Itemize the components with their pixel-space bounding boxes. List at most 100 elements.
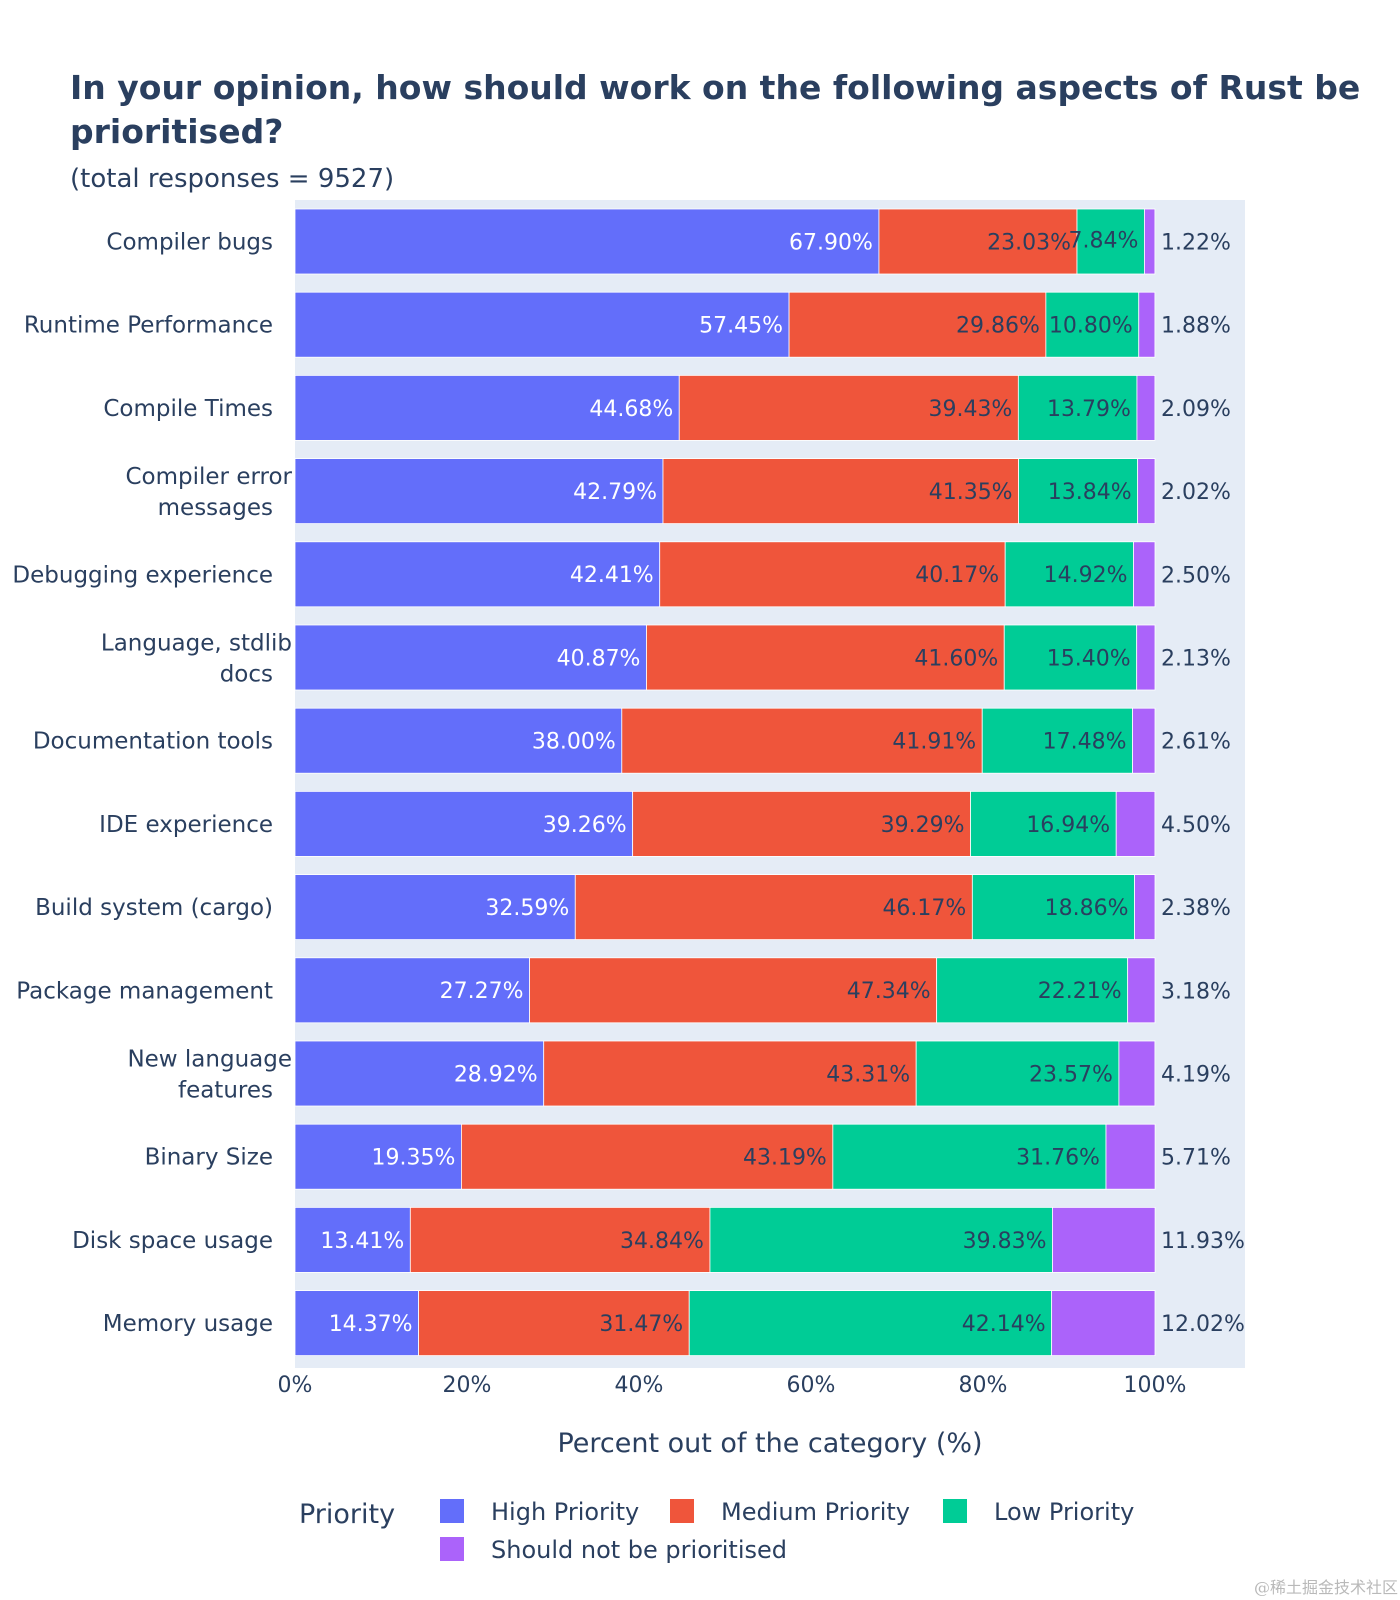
bar-segment: [294, 707, 623, 774]
bar-segment: [418, 1290, 690, 1356]
bar-value-label: 12.02%: [1161, 1312, 1245, 1337]
bar-segment: [1105, 1123, 1156, 1190]
bar-value-label: 2.61%: [1161, 730, 1231, 755]
category-label: Build system (cargo): [35, 895, 273, 921]
bar-segment: [970, 791, 1117, 857]
bar-value-label: 2.38%: [1161, 896, 1231, 921]
bar-segment: [1144, 208, 1156, 275]
bar-value-label: 23.57%: [1029, 1062, 1113, 1087]
bar-value-label: 38.00%: [532, 730, 616, 755]
bar-value-label: 31.47%: [599, 1312, 683, 1337]
legend-swatch: [670, 1499, 694, 1523]
category-label: Documentation tools: [33, 729, 273, 755]
bar-segment: [1118, 1040, 1156, 1107]
category-label: Compiler error messages: [125, 464, 292, 521]
category-label: Memory usage: [103, 1311, 273, 1337]
bar-value-label: 42.79%: [573, 480, 657, 505]
bar-segment: [1137, 458, 1156, 525]
bar-segment: [832, 1123, 1107, 1190]
bar-segment: [294, 624, 647, 691]
bar-segment: [409, 1207, 711, 1273]
bar-value-label: 42.14%: [962, 1312, 1046, 1337]
bar-value-label: 3.18%: [1161, 979, 1231, 1004]
bar-value-label: 46.17%: [882, 896, 966, 921]
bar-value-label: 15.40%: [1047, 646, 1131, 671]
bar-segment: [294, 1290, 419, 1356]
x-tick-label: 100%: [1124, 1373, 1187, 1398]
bar-value-label: 47.34%: [847, 979, 931, 1004]
bar-value-label: 14.37%: [329, 1312, 413, 1337]
bar-segment: [1138, 291, 1156, 358]
x-ticks-group: 0% 20% 40% 60% 80% 100%: [278, 1373, 1187, 1398]
bar-segment: [1115, 791, 1156, 857]
bar-segment: [543, 1040, 917, 1107]
legend-label: Low Priority: [994, 1498, 1134, 1526]
bar-value-label: 13.84%: [1048, 480, 1132, 505]
bar-value-label: 22.21%: [1038, 979, 1122, 1004]
bar-segment: [294, 874, 576, 940]
bar-value-label: 13.79%: [1047, 397, 1131, 422]
bar-segment: [294, 291, 790, 358]
category-label: New language features: [127, 1047, 292, 1104]
bar-value-label: 16.94%: [1026, 813, 1110, 838]
bar-segment: [294, 791, 634, 857]
bar-value-label: 13.41%: [320, 1229, 404, 1254]
bar-segment: [1136, 374, 1156, 441]
legend-swatch: [440, 1499, 464, 1523]
category-label: Disk space usage: [72, 1228, 273, 1254]
bar-value-label: 42.41%: [570, 563, 654, 588]
bar-segment: [788, 291, 1047, 358]
legend-swatch: [440, 1537, 464, 1561]
bar-segment: [971, 874, 1135, 940]
bar-value-label: 40.87%: [557, 646, 641, 671]
bar-value-label: 39.29%: [881, 813, 965, 838]
bar-value-label: 23.03%: [987, 230, 1071, 255]
bar-value-label: 2.50%: [1161, 563, 1231, 588]
bar-segment: [1003, 624, 1138, 691]
bar-segment: [688, 1290, 1053, 1356]
bar-value-label: 34.84%: [620, 1229, 704, 1254]
bar-value-label: 4.19%: [1161, 1063, 1231, 1088]
bar-value-label: 14.92%: [1044, 563, 1128, 588]
bar-value-label: 67.90%: [789, 230, 873, 255]
x-axis-label: Percent out of the category (%): [557, 1428, 982, 1459]
legend-swatch: [943, 1499, 967, 1523]
category-labels-group: Compiler bugs Runtime Performance Compile …: [12, 230, 292, 1338]
bar-value-label: 29.86%: [956, 314, 1040, 339]
bar-segment: [915, 1040, 1120, 1107]
bar-value-label: 10.80%: [1049, 314, 1133, 339]
watermark: @稀土掘金技术社区: [1254, 1578, 1398, 1597]
bar-segment: [1133, 541, 1156, 608]
bar-segment: [981, 707, 1133, 774]
bar-value-label: 32.59%: [485, 896, 569, 921]
bar-segment: [294, 541, 661, 608]
bar-value-label: 28.92%: [454, 1062, 538, 1087]
bar-segment: [294, 957, 530, 1024]
bar-segment: [1017, 374, 1138, 441]
bar-segment: [1076, 208, 1145, 275]
legend-label: High Priority: [491, 1498, 639, 1526]
chart-title: In your opinion, how should work on the …: [70, 68, 1360, 151]
bar-value-label: 27.27%: [440, 979, 524, 1004]
bar-segment: [659, 541, 1006, 608]
bar-value-label: 40.17%: [915, 563, 999, 588]
bar-segment: [1134, 874, 1156, 940]
bar-segment: [621, 707, 983, 774]
bar-segment: [1127, 957, 1156, 1024]
bar-value-label: 41.35%: [929, 480, 1013, 505]
bar-value-label: 2.09%: [1161, 397, 1231, 422]
bar-segment: [574, 874, 973, 940]
category-label: Compile Times: [103, 396, 273, 422]
bar-segment: [1136, 624, 1156, 691]
bar-value-label: 43.31%: [826, 1062, 910, 1087]
bar-value-label: 43.19%: [743, 1146, 827, 1171]
x-tick-label: 20%: [443, 1373, 492, 1398]
legend-label: Medium Priority: [721, 1498, 910, 1526]
legend-title: Priority: [299, 1499, 395, 1530]
bar-value-label: 11.93%: [1161, 1229, 1245, 1254]
category-label: Language, stdlib docs: [101, 631, 292, 688]
bars-group: 67.90% 23.03%7.84% 57.45% 29.86% 10.80% 44.68…: [294, 208, 1156, 1356]
bar-segment: [529, 957, 938, 1024]
category-label: Runtime Performance: [24, 313, 273, 339]
